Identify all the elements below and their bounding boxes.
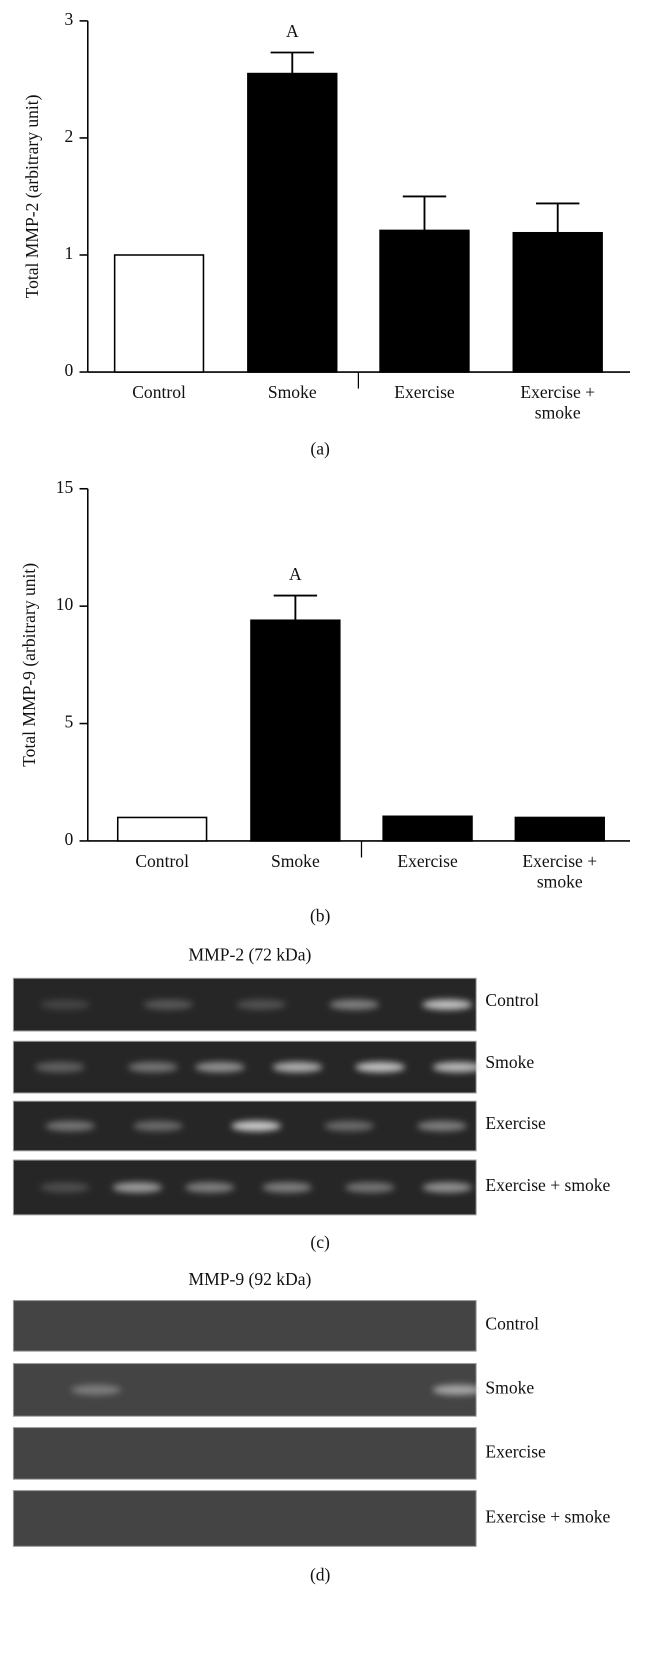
x-tick-label-box: Exercise + smoke bbox=[520, 382, 596, 423]
x-tick-label-box: Exercise bbox=[394, 382, 455, 402]
gel-lane bbox=[12, 1427, 477, 1480]
gel-band bbox=[45, 1120, 96, 1132]
gel-row-label: Smoke bbox=[485, 1377, 534, 1397]
panel-label: (a) bbox=[310, 439, 330, 459]
bar bbox=[382, 815, 473, 842]
gel-band bbox=[128, 1061, 178, 1073]
x-tick-label: Control bbox=[135, 851, 189, 871]
gel-band bbox=[35, 1061, 85, 1073]
x-tick-label-box: Exercise bbox=[397, 851, 458, 871]
gel-row-label: Control bbox=[485, 1313, 539, 1333]
bar bbox=[379, 229, 470, 373]
x-tick-label: Exercise bbox=[394, 382, 455, 402]
gel-band bbox=[417, 1120, 467, 1132]
y-tick-label: 5 bbox=[65, 712, 74, 732]
y-tick-label: 1 bbox=[65, 243, 74, 263]
gel-lane bbox=[12, 1490, 477, 1547]
y-tick-label: 2 bbox=[65, 126, 74, 146]
gel-title: MMP-9 (92 kDa) bbox=[189, 1269, 312, 1289]
gel-band bbox=[71, 1384, 121, 1396]
gel-row-label: Exercise + smoke bbox=[485, 1506, 610, 1526]
x-tick-label: Exercise + smoke bbox=[520, 382, 596, 423]
y-axis-label: Total MMP-2 (arbitrary unit) bbox=[22, 94, 42, 298]
gel-band bbox=[112, 1182, 163, 1193]
bar bbox=[250, 619, 341, 842]
annotation: A bbox=[286, 21, 299, 41]
gel-band bbox=[143, 999, 194, 1010]
x-tick-label-box: Control bbox=[135, 851, 189, 871]
x-tick-label: Control bbox=[132, 382, 186, 402]
bar bbox=[514, 816, 605, 842]
bar bbox=[512, 231, 603, 373]
gel-band bbox=[40, 999, 90, 1010]
gel-band bbox=[422, 1182, 472, 1193]
gel-row-label: Smoke bbox=[485, 1052, 534, 1072]
x-tick-label-box: Exercise + smoke bbox=[522, 851, 598, 892]
panel-label: (b) bbox=[310, 905, 331, 925]
y-tick-label: 3 bbox=[65, 9, 74, 29]
x-tick-label-box: Smoke bbox=[267, 382, 317, 402]
gel-lane bbox=[12, 1300, 477, 1352]
gel-title: MMP-2 (72 kDa) bbox=[189, 945, 312, 965]
y-tick-label: 15 bbox=[56, 477, 74, 497]
gel-band bbox=[262, 1182, 312, 1193]
gel-band bbox=[329, 999, 380, 1010]
gel-band bbox=[432, 1061, 483, 1073]
gel-row-label: Exercise + smoke bbox=[485, 1175, 610, 1195]
panel-label: (d) bbox=[310, 1564, 331, 1584]
gel-row-label: Exercise bbox=[485, 1113, 546, 1133]
gel-band bbox=[40, 1182, 90, 1193]
gel-band bbox=[231, 1120, 281, 1132]
gel-band bbox=[133, 1120, 183, 1132]
y-tick-label: 10 bbox=[56, 594, 74, 614]
gel-row-label: Exercise bbox=[485, 1441, 546, 1461]
annotation: A bbox=[289, 564, 302, 584]
x-tick-label: Smoke bbox=[270, 851, 320, 871]
gel-row-label: Control bbox=[485, 990, 539, 1010]
x-tick-label: Exercise bbox=[397, 851, 458, 871]
gel-band bbox=[355, 1061, 405, 1073]
gel-band bbox=[195, 1061, 245, 1073]
x-tick-label-box: Control bbox=[132, 382, 186, 402]
y-axis-label: Total MMP-9 (arbitrary unit) bbox=[19, 563, 39, 767]
x-tick-label: Exercise + smoke bbox=[522, 851, 598, 892]
y-tick-label: 0 bbox=[65, 360, 74, 380]
bar bbox=[113, 254, 205, 373]
bar bbox=[116, 816, 208, 842]
panel-label: (c) bbox=[310, 1232, 330, 1252]
gel-band bbox=[432, 1384, 483, 1396]
gel-band bbox=[236, 999, 287, 1010]
gel-band bbox=[344, 1182, 395, 1193]
y-tick-label: 0 bbox=[65, 829, 74, 849]
gel-band bbox=[184, 1182, 235, 1193]
gel-lane bbox=[12, 1159, 477, 1216]
bar bbox=[247, 72, 338, 373]
gel-band bbox=[422, 999, 472, 1010]
x-tick-label-box: Smoke bbox=[270, 851, 320, 871]
x-tick-label: Smoke bbox=[267, 382, 317, 402]
gel-band bbox=[272, 1061, 323, 1073]
gel-band bbox=[324, 1120, 374, 1132]
